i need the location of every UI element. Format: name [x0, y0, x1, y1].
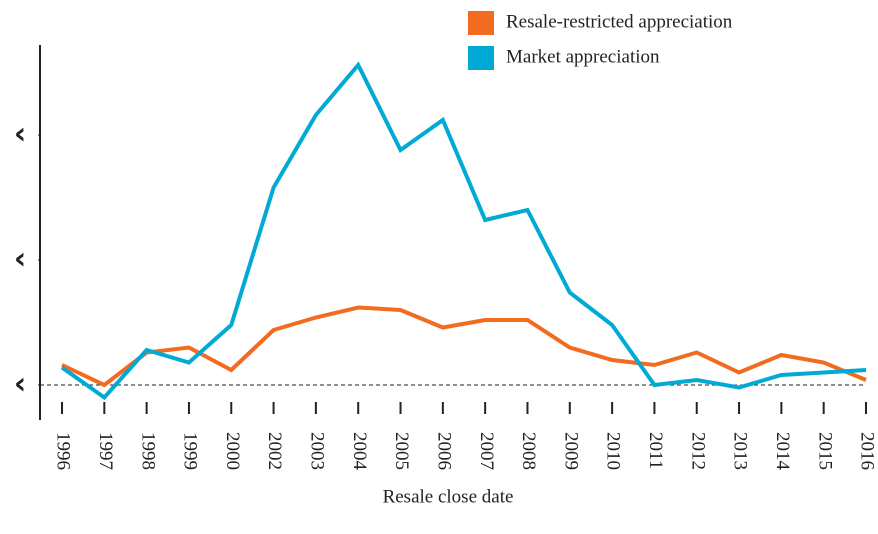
legend-swatch — [468, 46, 494, 70]
x-tick-label: 2006 — [433, 432, 454, 470]
x-tick-label: 1996 — [53, 432, 74, 470]
x-tick-label: 2016 — [857, 432, 878, 470]
x-tick-label: 1997 — [95, 432, 116, 470]
legend-label: Resale-restricted appreciation — [506, 11, 733, 32]
legend-label: Market appreciation — [506, 46, 660, 67]
x-tick-label: 2015 — [814, 432, 835, 470]
x-tick-label: 2008 — [518, 432, 539, 470]
series-line — [61, 305, 867, 388]
x-tick-label: 2014 — [772, 432, 793, 471]
x-tick-label: 2002 — [264, 432, 285, 470]
x-tick-label: 2007 — [476, 432, 497, 470]
x-tick-label: 2009 — [560, 432, 581, 470]
x-tick-label: 2004 — [349, 432, 370, 471]
y-tick-label: ‹ — [14, 367, 26, 402]
x-tick-label: 1999 — [180, 432, 201, 470]
x-tick-label: 2003 — [307, 432, 328, 470]
y-tick-label: ‹ — [14, 117, 26, 152]
y-tick-label: ‹ — [14, 242, 26, 277]
x-tick-label: 2000 — [222, 432, 243, 470]
x-tick-label: 2012 — [687, 432, 708, 470]
x-tick-label: 1998 — [137, 432, 158, 470]
legend-swatch — [468, 11, 494, 35]
x-tick-label: 2005 — [391, 432, 412, 470]
series-line — [60, 61, 867, 401]
x-tick-label: 2010 — [603, 432, 624, 470]
x-axis-label: Resale close date — [383, 486, 514, 507]
x-tick-label: 2013 — [730, 432, 751, 470]
x-tick-label: 2011 — [645, 432, 666, 469]
